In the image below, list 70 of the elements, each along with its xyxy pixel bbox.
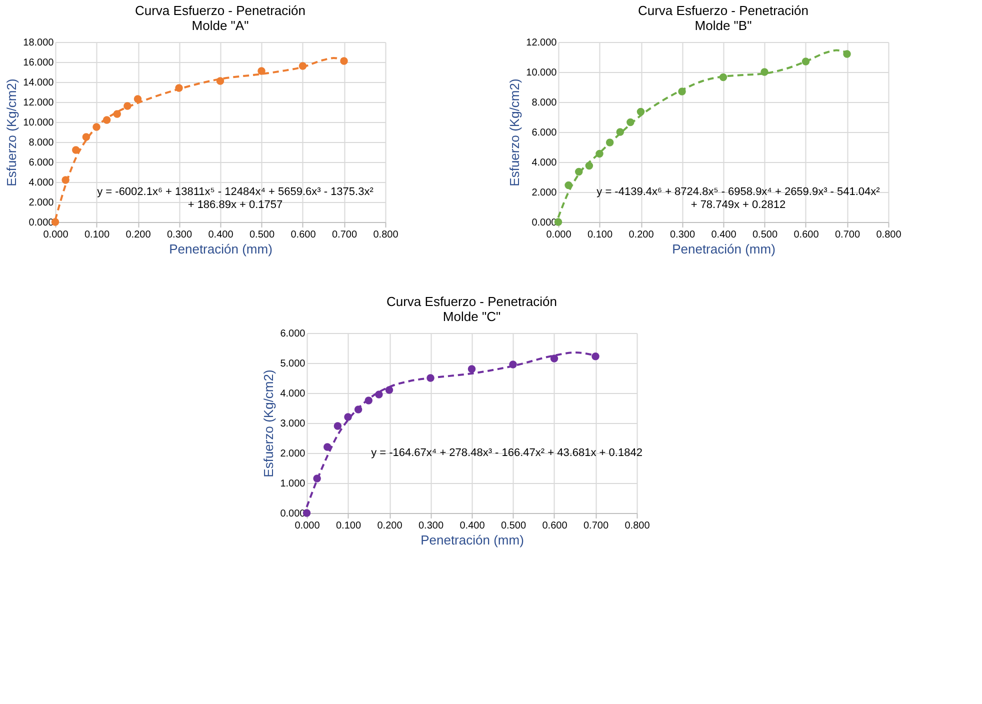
- point: [550, 354, 558, 362]
- y-tick-label: 2.000: [280, 448, 306, 460]
- x-axis-title: Penetración (mm): [169, 242, 272, 256]
- y-tick-label: 18.000: [23, 38, 54, 48]
- x-tick-label: 0.800: [624, 520, 650, 532]
- y-tick-label: 4.000: [532, 158, 558, 168]
- chart-title: Curva Esfuerzo - Penetración: [638, 3, 809, 18]
- x-tick-label: 0.100: [336, 520, 362, 532]
- y-tick-label: 16.000: [23, 58, 54, 68]
- y-tick-label: 8.000: [532, 98, 558, 108]
- chart-subtitle: Molde "B": [694, 18, 752, 33]
- y-tick-label: 14.000: [23, 78, 54, 88]
- y-tick-label: 4.000: [280, 388, 306, 400]
- annotation: y = -4139.4x⁶ + 8724.8x⁵ - 6958.9x⁴ + 2659.9x³ - 541.04x² + 78.749x + 0.2812: [596, 186, 880, 211]
- annotation: y = -164.67x⁴ + 278.48x³ - 166.47x² + 43.681x + 0.1842: [371, 447, 642, 459]
- y-axis-title: Esfuerzo (Kg/cm2): [261, 370, 276, 478]
- x-axis-title: Penetración (mm): [672, 242, 776, 256]
- y-tick-label: 10.000: [23, 118, 54, 128]
- y-tick-label: 6.000: [280, 328, 306, 340]
- y-tick-label: 6.000: [532, 128, 558, 138]
- x-tick-label: 0.500: [500, 520, 526, 532]
- y-tick-label: 8.000: [28, 138, 54, 148]
- chart-subtitle: Molde "C": [442, 309, 501, 324]
- x-tick-label: 0.400: [711, 230, 737, 240]
- x-tick-label: 0.500: [249, 230, 275, 240]
- x-tick-label: 0.500: [752, 230, 778, 240]
- x-tick-label: 0.600: [542, 520, 568, 532]
- y-tick-label: 2.000: [28, 198, 54, 208]
- x-tick-label: 0.800: [876, 230, 902, 240]
- x-tick-label: 0.400: [460, 520, 486, 532]
- y-tick-label: 6.000: [28, 158, 54, 168]
- chart-title: Curva Esfuerzo - Penetración: [134, 3, 306, 18]
- point: [468, 365, 476, 373]
- x-tick-label: 0.700: [834, 230, 860, 240]
- x-tick-label: 0.700: [332, 230, 358, 240]
- x-tick-label: 0.000: [43, 230, 69, 240]
- y-tick-label: 10.000: [526, 68, 558, 78]
- point: [323, 443, 332, 451]
- point: [334, 422, 342, 430]
- point: [385, 386, 394, 394]
- x-tick-label: 0.000: [546, 230, 572, 240]
- y-axis-title: Esfuerzo (Kg/cm2): [507, 78, 522, 186]
- y-tick-label: 2.000: [532, 188, 558, 198]
- x-tick-label: 0.600: [794, 230, 820, 240]
- x-tick-label: 0.300: [670, 230, 696, 240]
- y-tick-label: 12.000: [526, 38, 558, 48]
- y-tick-label: 5.000: [280, 358, 306, 370]
- chart-subtitle: Molde "A": [192, 18, 250, 33]
- chart-title: Curva Esfuerzo - Penetración: [386, 294, 558, 309]
- annotation: y = -6002.1x⁶ + 13811x⁵ - 12484x⁴ + 5659.6x³ - 1375.3x² + 186.89x + 0.1757: [97, 186, 374, 211]
- y-axis-title: Esfuerzo (Kg/cm2): [4, 78, 20, 186]
- x-tick-label: 0.100: [587, 230, 613, 240]
- x-tick-label: 0.000: [294, 520, 320, 532]
- x-tick-label: 0.300: [418, 520, 444, 532]
- x-tick-label: 0.400: [208, 230, 234, 240]
- x-tick-label: 0.600: [290, 230, 316, 240]
- x-tick-label: 0.200: [377, 520, 403, 532]
- x-tick-label: 0.200: [628, 230, 654, 240]
- x-tick-label: 0.700: [583, 520, 609, 532]
- x-tick-label: 0.800: [373, 230, 399, 240]
- point: [258, 67, 266, 75]
- point: [592, 352, 600, 360]
- x-tick-label: 0.200: [126, 230, 152, 240]
- y-tick-label: 3.000: [280, 418, 306, 430]
- y-tick-label: 4.000: [28, 178, 54, 188]
- x-tick-label: 0.100: [84, 230, 110, 240]
- x-axis-title: Penetración (mm): [420, 532, 524, 548]
- x-tick-label: 0.300: [166, 230, 192, 240]
- y-tick-label: 1.000: [280, 478, 306, 490]
- y-tick-label: 12.000: [23, 98, 54, 108]
